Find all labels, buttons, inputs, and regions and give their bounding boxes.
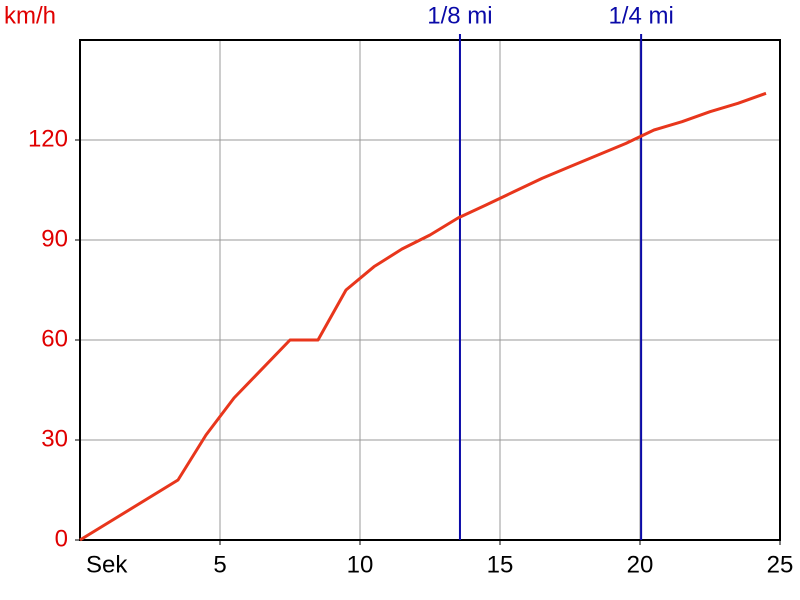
x-tick-label: 10 (347, 551, 374, 578)
x-tick-label: 5 (213, 551, 226, 578)
distance-marker-label: 1/4 mi (608, 2, 673, 29)
x-tick-label: 20 (627, 551, 654, 578)
x-axis-label: Sek (86, 551, 128, 578)
plot-frame (79, 39, 781, 541)
y-tick-label: 90 (41, 225, 68, 252)
y-tick-label: 60 (41, 325, 68, 352)
speed-line (79, 91, 767, 542)
y-tick-label: 30 (41, 425, 68, 452)
distance-marker-label: 1/8 mi (427, 2, 492, 29)
y-tick-label: 120 (28, 125, 68, 152)
x-tick-label: 25 (767, 551, 794, 578)
y-tick-label: 0 (55, 525, 68, 552)
x-tick-label: 15 (487, 551, 514, 578)
y-axis-label: km/h (4, 2, 56, 29)
